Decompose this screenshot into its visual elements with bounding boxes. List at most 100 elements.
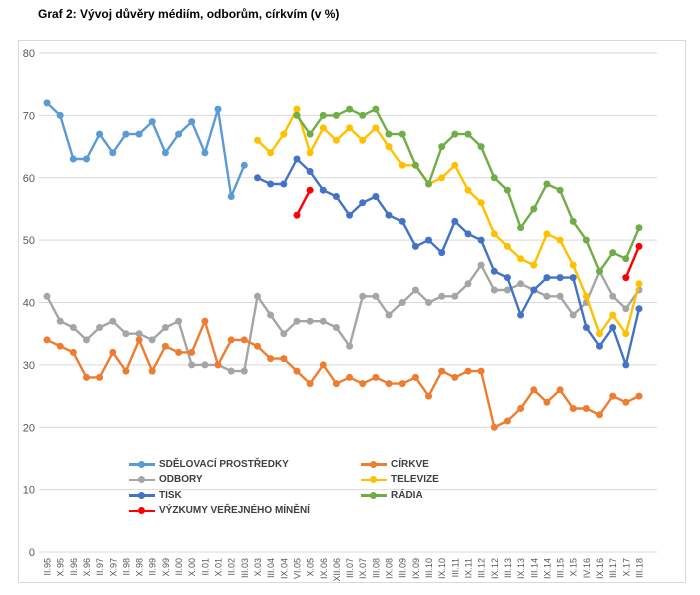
- data-point-ODBORY-IX.13: [517, 280, 525, 288]
- x-axis-tick-label: III.13: [503, 558, 513, 578]
- data-point-TISK-III.04: [267, 180, 275, 188]
- data-point-SDĚLOVACÍ PROSTŘEDKY-II.00: [175, 130, 183, 138]
- x-axis-tick-label: X.96: [82, 558, 92, 577]
- y-axis-tick-label: 70: [23, 110, 35, 122]
- data-point-RÁDIA-III.17: [609, 249, 617, 257]
- x-axis-tick-label: III.12: [477, 558, 487, 578]
- data-point-CÍRKVE-II.00: [175, 348, 183, 356]
- data-point-RÁDIA-III.09: [398, 130, 406, 138]
- legend-item: RÁDIA: [361, 488, 423, 502]
- data-point-SDĚLOVACÍ PROSTŘEDKY-X.01: [214, 105, 222, 113]
- data-point-TISK-X.17: [622, 361, 630, 369]
- legend-item: TELEVIZE: [361, 473, 439, 487]
- chart-title: Graf 2: Vývoj důvěry médiím, odborům, cí…: [38, 7, 340, 21]
- data-point-CÍRKVE-IX.06: [319, 361, 327, 369]
- data-point-CÍRKVE-II.98: [122, 367, 130, 375]
- data-point-TELEVIZE-IX.04: [280, 130, 288, 138]
- data-point-TELEVIZE-IV.16: [582, 292, 590, 300]
- data-point-ODBORY-III.15: [556, 292, 564, 300]
- legend-item: TISK: [129, 488, 182, 502]
- data-point-CÍRKVE-II.95: [43, 336, 51, 344]
- data-point-RÁDIA-IX.13: [517, 224, 525, 232]
- data-point-TISK-IX.04: [280, 180, 288, 188]
- data-point-RÁDIA-IV.16: [582, 236, 590, 244]
- data-point-ODBORY-II.02: [227, 367, 235, 375]
- x-axis-tick-label: II.97: [95, 558, 105, 576]
- data-point-CÍRKVE-III.07: [346, 373, 354, 381]
- series-line-VÝZKUMY VEŘEJNÉHO MÍNĚNÍ: [295, 189, 641, 279]
- data-point-ODBORY-II.99: [148, 336, 156, 344]
- data-point-CÍRKVE-IX.16: [596, 411, 603, 419]
- x-axis-tick-label: IX.04: [279, 558, 289, 579]
- x-axis-tick-label: X.98: [135, 558, 145, 577]
- data-point-CÍRKVE-IX.04: [280, 355, 288, 363]
- data-point-SDĚLOVACÍ PROSTŘEDKY-II.97: [96, 130, 104, 138]
- data-point-ODBORY-II.96: [69, 324, 77, 331]
- data-point-RÁDIA-III.11: [451, 130, 459, 138]
- data-point-TISK-III.11: [451, 217, 459, 225]
- data-point-TISK-IX.06: [319, 186, 327, 194]
- data-point-ODBORY-IX.09: [411, 286, 419, 294]
- legend-line-dot-marker: [361, 457, 387, 471]
- data-point-TELEVIZE-X.17: [622, 330, 630, 338]
- legend-label: TELEVIZE: [391, 474, 439, 486]
- data-point-CÍRKVE-X.95: [56, 342, 64, 350]
- data-point-TELEVIZE-III.15: [556, 236, 564, 244]
- x-axis-tick-label: X.17: [621, 558, 631, 577]
- data-point-VÝZKUMY VEŘEJNÉHO MÍNĚNÍ-VI.05: [293, 211, 301, 219]
- data-point-ODBORY-II.97: [96, 324, 104, 331]
- data-point-ODBORY-X.98: [135, 330, 143, 338]
- data-point-ODBORY-IX.07: [359, 292, 367, 300]
- data-point-TISK-IX.12: [490, 267, 498, 275]
- data-point-CÍRKVE-III.13: [503, 417, 511, 425]
- data-point-CÍRKVE-X.00: [188, 348, 196, 356]
- legend-item: CÍRKVE: [361, 457, 429, 471]
- data-point-ODBORY-VI.05: [293, 317, 301, 325]
- data-point-TISK-IX.10: [438, 249, 446, 257]
- y-axis-tick-label: 50: [23, 235, 35, 247]
- data-point-TISK-III.13: [503, 274, 511, 282]
- data-point-TISK-III.15: [556, 274, 564, 282]
- legend-item: SDĚLOVACÍ PROSTŘEDKY: [129, 457, 289, 471]
- data-point-ODBORY-X.97: [109, 317, 117, 325]
- data-point-CÍRKVE-IX.12: [490, 423, 498, 431]
- data-point-TELEVIZE-IX.16: [596, 330, 603, 338]
- data-point-CÍRKVE-II.97: [96, 373, 104, 381]
- x-axis-tick-label: III.15: [556, 558, 566, 578]
- data-point-CÍRKVE-III.08: [372, 373, 380, 381]
- x-axis-tick-label: III.17: [608, 558, 618, 578]
- data-point-TELEVIZE-X.15: [569, 261, 577, 269]
- data-point-ODBORY-III.17: [609, 292, 617, 300]
- data-point-ODBORY-X.99: [161, 324, 169, 331]
- x-axis-tick-label: X.03: [253, 558, 263, 577]
- data-point-VÝZKUMY VEŘEJNÉHO MÍNĚNÍ-X.17: [622, 274, 630, 282]
- x-axis-tick-label: X.95: [56, 558, 66, 577]
- data-point-SDĚLOVACÍ PROSTŘEDKY-II.01: [201, 149, 209, 157]
- data-point-TISK-IX.07: [359, 199, 367, 207]
- legend-label: ODBORY: [159, 474, 203, 486]
- data-point-RÁDIA-IX.06: [319, 111, 327, 119]
- data-point-RÁDIA-X.17: [622, 255, 630, 263]
- data-point-CÍRKVE-III.14: [530, 386, 538, 394]
- data-point-TELEVIZE-III.13: [503, 242, 511, 250]
- data-point-RÁDIA-III.18: [635, 224, 643, 232]
- data-point-ODBORY-III.07: [346, 342, 354, 350]
- data-point-ODBORY-IX.06: [319, 317, 327, 325]
- y-axis-tick-label: 30: [23, 360, 35, 372]
- data-point-TELEVIZE-VI.05: [293, 105, 301, 113]
- x-axis-tick-label: IX.06: [319, 558, 329, 579]
- x-axis-tick-label: II.96: [69, 558, 79, 576]
- series-line-CÍRKVE: [45, 320, 641, 429]
- legend-label: TISK: [159, 489, 182, 501]
- data-point-TELEVIZE-III.07: [346, 124, 354, 132]
- data-point-TELEVIZE-XII.06: [332, 136, 340, 144]
- legend-label: CÍRKVE: [391, 458, 429, 470]
- data-point-CÍRKVE-III.09: [398, 380, 406, 388]
- x-axis-tick-label: III.18: [635, 558, 645, 578]
- data-point-TISK-X.15: [569, 274, 577, 282]
- data-point-RÁDIA-III.10: [425, 180, 432, 188]
- x-axis-tick-label: IX.12: [490, 558, 500, 579]
- data-point-RÁDIA-IX.16: [596, 267, 603, 275]
- data-point-TISK-IX.16: [596, 342, 603, 350]
- data-point-ODBORY-IX.10: [438, 292, 446, 300]
